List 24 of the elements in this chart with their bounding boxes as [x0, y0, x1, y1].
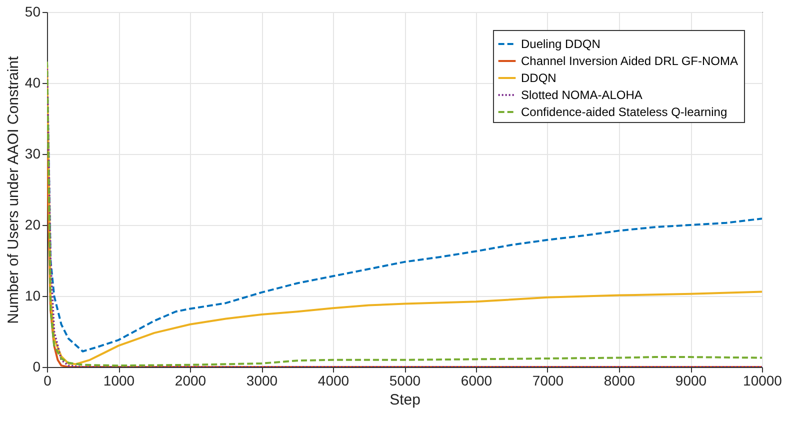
y-tick-label: 30	[24, 146, 41, 162]
legend-label: Channel Inversion Aided DRL GF-NOMA	[521, 54, 738, 68]
y-tick-label: 40	[24, 74, 41, 90]
legend-label: Slotted NOMA-ALOHA	[521, 88, 642, 102]
legend-label: Confidence-aided Stateless Q-learning	[521, 105, 728, 119]
y-tick-label: 20	[24, 216, 41, 232]
x-tick-label: 0	[44, 372, 52, 388]
x-tick-label: 9000	[675, 372, 707, 388]
legend-label: DDQN	[521, 71, 556, 85]
x-tick-label: 8000	[604, 372, 636, 388]
x-tick-label: 4000	[318, 372, 350, 388]
x-axis-title: Step	[390, 392, 420, 408]
x-tick-label: 2000	[174, 372, 206, 388]
legend-label: Dueling DDQN	[521, 37, 600, 51]
x-tick-label: 6000	[460, 372, 492, 388]
x-tick-label: 10000	[743, 372, 782, 388]
x-tick-label: 5000	[389, 372, 421, 388]
x-tick-label: 7000	[532, 372, 564, 388]
x-tick-label: 3000	[246, 372, 278, 388]
y-tick-label: 10	[24, 288, 41, 304]
y-axis-title: Number of Users under AAOI Constraint	[4, 55, 22, 324]
x-tick-label: 1000	[103, 372, 135, 388]
y-tick-label: 0	[32, 358, 41, 374]
y-tick-label: 50	[24, 4, 41, 20]
